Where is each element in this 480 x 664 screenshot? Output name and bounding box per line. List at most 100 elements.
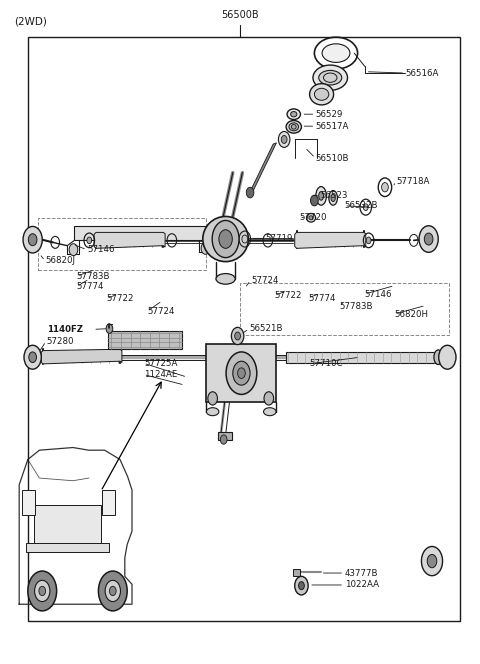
- Circle shape: [238, 368, 245, 378]
- Text: 57783B: 57783B: [340, 301, 373, 311]
- Text: 57719: 57719: [265, 234, 293, 243]
- Ellipse shape: [206, 408, 219, 416]
- Circle shape: [421, 546, 443, 576]
- Circle shape: [424, 233, 433, 245]
- Text: 57722: 57722: [107, 294, 134, 303]
- Circle shape: [235, 332, 240, 340]
- Circle shape: [427, 554, 437, 568]
- Circle shape: [212, 220, 239, 258]
- Circle shape: [220, 435, 227, 444]
- Ellipse shape: [434, 350, 443, 365]
- Circle shape: [242, 235, 248, 243]
- Text: (2WD): (2WD): [14, 17, 47, 27]
- Ellipse shape: [264, 408, 276, 416]
- Text: 56516A: 56516A: [406, 68, 439, 78]
- Bar: [28, 37, 460, 621]
- Ellipse shape: [329, 191, 337, 205]
- Text: 57724: 57724: [147, 307, 175, 316]
- Ellipse shape: [331, 195, 335, 202]
- Text: 56529: 56529: [316, 110, 343, 119]
- Polygon shape: [41, 349, 122, 364]
- Bar: [206, 344, 276, 402]
- Text: 57774: 57774: [308, 293, 336, 303]
- Circle shape: [281, 135, 287, 143]
- Circle shape: [439, 345, 456, 369]
- Circle shape: [419, 226, 438, 252]
- Ellipse shape: [216, 274, 235, 284]
- Circle shape: [264, 392, 274, 405]
- Polygon shape: [250, 143, 276, 193]
- Text: 56521B: 56521B: [250, 324, 283, 333]
- Ellipse shape: [314, 88, 329, 100]
- Bar: [218, 432, 232, 440]
- Text: 57718A: 57718A: [396, 177, 430, 186]
- Ellipse shape: [309, 216, 313, 220]
- Ellipse shape: [319, 192, 324, 201]
- Text: 56820J: 56820J: [46, 256, 75, 266]
- Text: 43777B: 43777B: [345, 568, 378, 578]
- Ellipse shape: [307, 214, 316, 222]
- Circle shape: [311, 195, 318, 206]
- Circle shape: [226, 352, 257, 394]
- Circle shape: [278, 131, 290, 147]
- Ellipse shape: [313, 65, 348, 90]
- Text: 57724: 57724: [251, 276, 278, 285]
- Circle shape: [246, 187, 254, 198]
- Polygon shape: [108, 331, 182, 349]
- Ellipse shape: [290, 112, 297, 117]
- Text: 56510B: 56510B: [316, 153, 349, 163]
- Circle shape: [24, 345, 41, 369]
- Text: 57280: 57280: [47, 337, 74, 346]
- Circle shape: [28, 234, 37, 246]
- Text: 1022AA: 1022AA: [345, 580, 379, 590]
- Circle shape: [109, 586, 116, 596]
- Circle shape: [208, 392, 217, 405]
- Circle shape: [201, 242, 210, 254]
- Polygon shape: [94, 232, 165, 248]
- Circle shape: [299, 582, 304, 590]
- Circle shape: [105, 580, 120, 602]
- Bar: [102, 490, 115, 515]
- Text: 1124AE: 1124AE: [144, 370, 178, 379]
- Text: 56820H: 56820H: [395, 309, 429, 319]
- Circle shape: [106, 324, 113, 333]
- Circle shape: [219, 230, 232, 248]
- Circle shape: [382, 183, 388, 192]
- Circle shape: [35, 580, 50, 602]
- Text: 57720: 57720: [300, 212, 327, 222]
- Ellipse shape: [289, 123, 299, 131]
- Circle shape: [29, 352, 36, 363]
- Bar: [34, 505, 101, 544]
- Text: 56517A: 56517A: [316, 122, 349, 131]
- Text: 57146: 57146: [87, 245, 115, 254]
- Text: 56532B: 56532B: [345, 201, 378, 210]
- Ellipse shape: [319, 70, 342, 85]
- Circle shape: [23, 226, 42, 253]
- Circle shape: [98, 571, 127, 611]
- Circle shape: [366, 237, 371, 244]
- Text: 56500B: 56500B: [221, 10, 259, 20]
- Bar: [26, 543, 109, 552]
- Text: 57774: 57774: [77, 282, 104, 291]
- Bar: [293, 569, 300, 576]
- Bar: [286, 352, 437, 363]
- Circle shape: [28, 571, 57, 611]
- Circle shape: [39, 586, 46, 596]
- Ellipse shape: [203, 216, 249, 262]
- Polygon shape: [74, 226, 206, 240]
- Text: 57710C: 57710C: [310, 359, 343, 369]
- Text: 57725A: 57725A: [144, 359, 178, 368]
- Text: 57722: 57722: [275, 291, 302, 300]
- Circle shape: [233, 361, 250, 385]
- Polygon shape: [295, 232, 366, 248]
- Text: 56523: 56523: [321, 191, 348, 201]
- Ellipse shape: [322, 44, 350, 62]
- Ellipse shape: [310, 84, 334, 105]
- Circle shape: [295, 576, 308, 595]
- Text: 1140FZ: 1140FZ: [47, 325, 83, 334]
- Text: 57783B: 57783B: [77, 272, 110, 281]
- Ellipse shape: [291, 125, 296, 129]
- Circle shape: [87, 237, 92, 244]
- Bar: [22, 490, 35, 515]
- Circle shape: [363, 204, 368, 210]
